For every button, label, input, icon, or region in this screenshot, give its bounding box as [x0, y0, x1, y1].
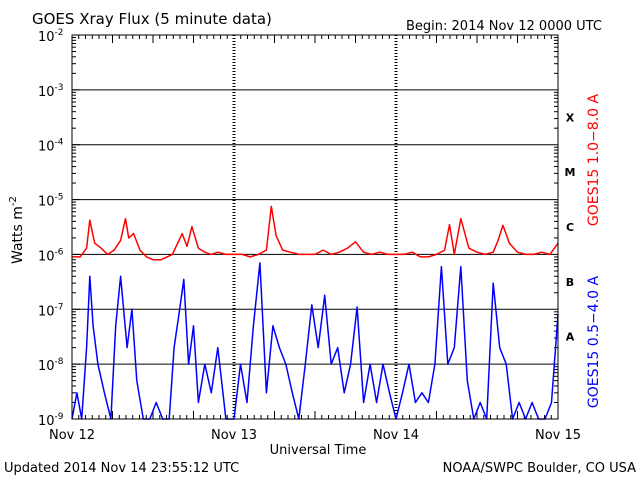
plot-grid	[72, 35, 558, 419]
y-tick-label-2: 10-7	[38, 302, 64, 319]
x-axis-ticks: Nov 12 Nov 13 Nov 14 Nov 15	[49, 35, 581, 443]
y-tick-label-0: 10-9	[38, 412, 64, 429]
series-line-0	[72, 205, 559, 261]
y-axis-label: Watts m-2	[8, 196, 26, 264]
plot-frame	[71, 34, 559, 420]
flare-class-b: B	[566, 276, 574, 289]
flare-class-x: X	[566, 111, 575, 124]
y-axis-ticks: 10-9 10-8 10-7 10-6 10-5 10-4 10-3 10-2	[38, 28, 558, 429]
svg-text:Watts m-2: Watts m-2	[8, 196, 26, 264]
x-tick-label-2: Nov 14	[373, 428, 419, 443]
x-tick-label-0: Nov 12	[49, 428, 95, 443]
flare-class-c: C	[566, 221, 574, 234]
x-tick-label-1: Nov 13	[211, 428, 257, 443]
y-tick-label-1: 10-8	[38, 357, 64, 374]
credit-line: NOAA/SWPC Boulder, CO USA	[443, 461, 636, 476]
y-tick-label-4: 10-5	[38, 193, 64, 210]
y-tick-label-6: 10-3	[38, 83, 64, 100]
y-axis-label-exponent: -2	[8, 196, 19, 206]
updated-timestamp: Updated 2014 Nov 14 23:55:12 UTC	[4, 461, 239, 476]
chart-title: GOES Xray Flux (5 minute data)	[32, 10, 272, 28]
y-axis-label-text: Watts m	[10, 206, 26, 264]
x-tick-label-3: Nov 15	[535, 428, 581, 443]
flare-class-a: A	[566, 331, 575, 344]
x-axis-label: Universal Time	[270, 443, 367, 458]
series-line-1	[71, 262, 559, 420]
legend-short-channel: GOES15 0.5−4.0 A	[586, 276, 602, 409]
series-lines	[71, 205, 559, 420]
y-tick-label-5: 10-4	[38, 138, 64, 155]
flare-class-m: M	[565, 166, 576, 179]
flare-class-labels: X M C B A	[565, 111, 576, 343]
y-tick-label-3: 10-6	[38, 247, 64, 264]
legend-long-channel: GOES15 1.0−8.0 A	[586, 94, 602, 227]
begin-label: Begin: 2014 Nov 12 0000 UTC	[406, 19, 602, 34]
y-tick-label-7: 10-2	[38, 28, 64, 45]
